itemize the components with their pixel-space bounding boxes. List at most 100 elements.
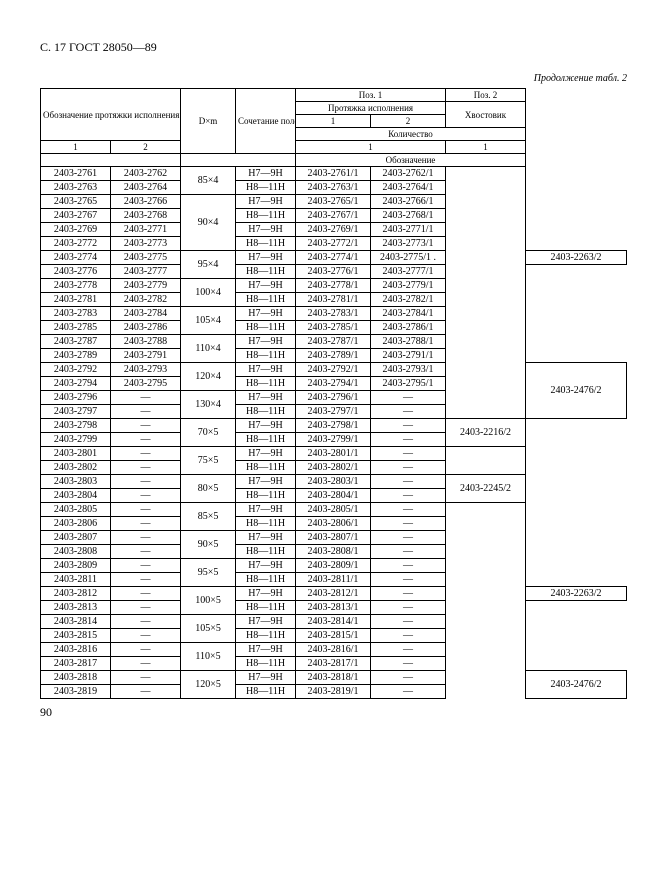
table-cell: 2403-2763/1	[296, 181, 371, 195]
table-cell: 2403-2778/1	[296, 279, 371, 293]
table-row: 2403-2812—100×5H7—9H2403-2812/1—2403-226…	[41, 587, 627, 601]
table-cell: —	[111, 391, 181, 405]
table-cell: —	[371, 489, 446, 503]
table-cell: —	[111, 573, 181, 587]
th-desigsub: Обозначение	[296, 154, 526, 167]
table-cell: H7—9H	[236, 391, 296, 405]
table-cell: —	[111, 517, 181, 531]
table-cell: 2403-2815	[41, 629, 111, 643]
table-row: 2403-27782403-2779100×4H7—9H2403-2778/12…	[41, 279, 627, 293]
th-sub1: 1	[41, 141, 111, 154]
table-cell: 2403-2216/2	[446, 419, 526, 447]
table-row: 2403-2806—H8—11H2403-2806/1—	[41, 517, 627, 531]
table-cell: 2403-2793/1	[371, 363, 446, 377]
table-cell: H8—11H	[236, 209, 296, 223]
table-cell: 2403-2809	[41, 559, 111, 573]
table-row: 2403-2814—105×5H7—9H2403-2814/1—	[41, 615, 627, 629]
table-row: 2403-27832403-2784105×4H7—9H2403-2783/12…	[41, 307, 627, 321]
table-cell: H7—9H	[236, 279, 296, 293]
th-pos2: Поз. 2	[446, 89, 526, 102]
table-cell: 2403-2804	[41, 489, 111, 503]
table-cell: 2403-2785/1	[296, 321, 371, 335]
table-cell: H7—9H	[236, 419, 296, 433]
table-row: 2403-2803—80×5H7—9H2403-2803/1—2403-2245…	[41, 475, 627, 489]
table-cell: —	[371, 433, 446, 447]
table-cell: 2403-2808	[41, 545, 111, 559]
table-cell: —	[371, 587, 446, 601]
table-cell: 2403-2802/1	[296, 461, 371, 475]
table-cell: —	[371, 643, 446, 657]
table-cell: 2403-2798	[41, 419, 111, 433]
table-cell: —	[111, 545, 181, 559]
table-cell: —	[371, 657, 446, 671]
table-cell: —	[371, 503, 446, 517]
table-cell: 2403-2796	[41, 391, 111, 405]
table-row: 2403-2801—75×5H7—9H2403-2801/1—	[41, 447, 627, 461]
table-cell: 2403-2817/1	[296, 657, 371, 671]
table-cell: 2403-2808/1	[296, 545, 371, 559]
table-cell: H8—11H	[236, 349, 296, 363]
table-row: 2403-27812403-2782H8—11H2403-2781/12403-…	[41, 293, 627, 307]
table-row: 2403-2816—110×5H7—9H2403-2816/1—	[41, 643, 627, 657]
table-cell: —	[371, 405, 446, 419]
table-cell: H8—11H	[236, 517, 296, 531]
table-cell: 85×5	[181, 503, 236, 531]
table-cell: —	[111, 587, 181, 601]
table-row: 2403-2802—H8—11H2403-2802/1—	[41, 461, 627, 475]
table-cell: —	[111, 629, 181, 643]
table-cell: 2403-2245/2	[446, 475, 526, 503]
table-cell: —	[371, 447, 446, 461]
table-cell: 2403-2802	[41, 461, 111, 475]
table-cell: 2403-2765/1	[296, 195, 371, 209]
th-c2: 2	[371, 115, 446, 128]
table-cell: 2403-2767/1	[296, 209, 371, 223]
table-cell: 2403-2796/1	[296, 391, 371, 405]
table-cell: 2403-2786	[111, 321, 181, 335]
table-cell: —	[111, 685, 181, 699]
table-cell: 2403-2818	[41, 671, 111, 685]
table-cell: H7—9H	[236, 615, 296, 629]
table-cell: —	[111, 489, 181, 503]
table-row: 2403-27722403-2773H8—11H2403-2772/12403-…	[41, 237, 627, 251]
table-row: 2403-2799—H8—11H2403-2799/1—	[41, 433, 627, 447]
table-cell: 2403-2811/1	[296, 573, 371, 587]
table-cell: 2403-2806	[41, 517, 111, 531]
table-row: 2403-2808—H8—11H2403-2808/1—	[41, 545, 627, 559]
table-cell: —	[111, 601, 181, 615]
table-cell: 2403-2792/1	[296, 363, 371, 377]
table-cell: 2403-2777	[111, 265, 181, 279]
table-cell: H7—9H	[236, 223, 296, 237]
th-c1: 1	[296, 115, 371, 128]
table-cell: 2403-2816/1	[296, 643, 371, 657]
table-cell: 2403-2782/1	[371, 293, 446, 307]
table-cell: 2403-2801	[41, 447, 111, 461]
table-cell: 2403-2785	[41, 321, 111, 335]
table-cell: H7—9H	[236, 643, 296, 657]
table-cell: H7—9H	[236, 587, 296, 601]
table-cell: H8—11H	[236, 545, 296, 559]
table-cell: 120×5	[181, 671, 236, 699]
table-cell: 2403-2782	[111, 293, 181, 307]
table-cell: H8—11H	[236, 489, 296, 503]
table-cell: 2403-2783/1	[296, 307, 371, 321]
table-cell: H8—11H	[236, 265, 296, 279]
table-cell: —	[111, 447, 181, 461]
table-cell: H7—9H	[236, 251, 296, 265]
table-cell: —	[371, 573, 446, 587]
table-row: 2403-2817—H8—11H2403-2817/1—	[41, 657, 627, 671]
table-cell	[446, 447, 526, 475]
table-cell: 2403-2805	[41, 503, 111, 517]
table-cell: 2403-2778	[41, 279, 111, 293]
table-cell: 2403-2807/1	[296, 531, 371, 545]
table-cell: 2403-2809/1	[296, 559, 371, 573]
th-shank: Хвостовик	[446, 102, 526, 128]
table-row: 2403-27742403-277595×4H7—9H2403-2774/124…	[41, 251, 627, 265]
table-cell: 2403-2788/1	[371, 335, 446, 349]
table-cell: 2403-2812/1	[296, 587, 371, 601]
table-cell: H8—11H	[236, 601, 296, 615]
table-cell: H8—11H	[236, 237, 296, 251]
table-cell: 2403-2801/1	[296, 447, 371, 461]
table-cell: 95×4	[181, 251, 236, 279]
table-cell: 2403-2799	[41, 433, 111, 447]
table-cell: 2403-2797/1	[296, 405, 371, 419]
